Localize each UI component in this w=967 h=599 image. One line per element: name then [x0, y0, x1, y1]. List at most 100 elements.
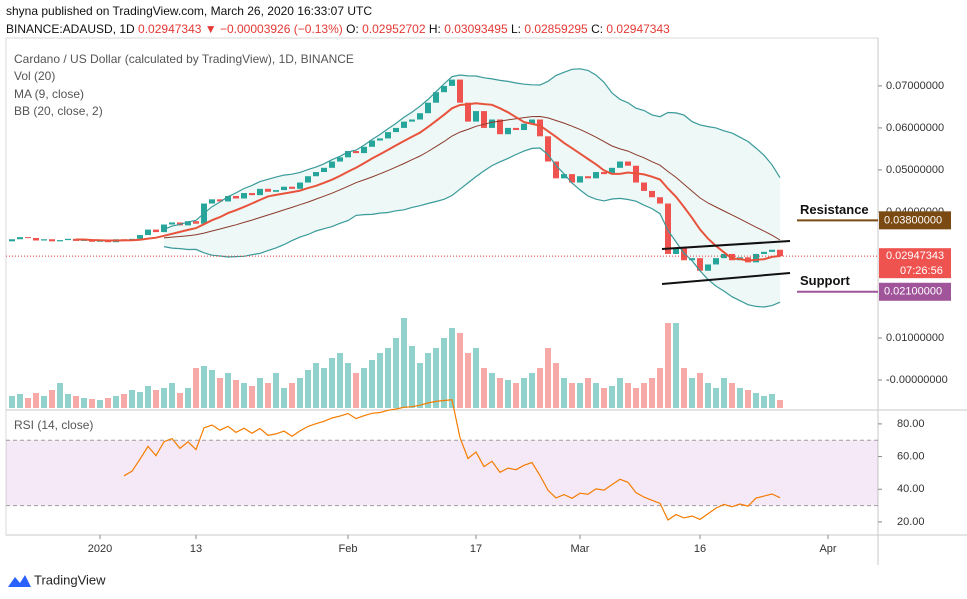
candle [41, 239, 47, 241]
countdown: 07:26:56 [900, 265, 943, 277]
candle [361, 146, 367, 154]
candle [465, 102, 471, 122]
volume-bar [601, 388, 607, 408]
volume-bar [57, 383, 63, 408]
volume-bar [641, 383, 647, 408]
x-tick-label: 13 [190, 543, 202, 555]
candle [641, 182, 647, 191]
volume-bar [769, 394, 775, 408]
candle [281, 186, 287, 191]
volume-bar [105, 398, 111, 408]
volume-bar [593, 383, 599, 408]
volume-bar [289, 383, 295, 408]
volume-bar [729, 383, 735, 408]
volume-bar [433, 348, 439, 408]
candle [433, 92, 439, 103]
volume-bar [97, 400, 103, 408]
candle [305, 176, 311, 183]
volume-bar [585, 378, 591, 408]
volume-bar [273, 373, 279, 408]
last-price-box [879, 248, 951, 279]
candle [297, 182, 303, 189]
candle [369, 140, 375, 147]
candle [217, 199, 223, 202]
candle [617, 161, 623, 168]
volume-bar [529, 373, 535, 408]
volume-bar [201, 366, 207, 408]
ohlc-value: 0.03093495 [444, 22, 508, 36]
logo: TradingView [8, 572, 106, 587]
ohlc-value: 0.02947343 [606, 22, 670, 36]
volume-bar [129, 390, 135, 408]
volume-bar [401, 318, 407, 408]
volume-bar [505, 380, 511, 408]
x-tick-label: 16 [694, 543, 706, 555]
volume-bar [625, 383, 631, 408]
candle [9, 239, 15, 242]
candle [409, 119, 415, 122]
volume-bar [89, 399, 95, 408]
rsi-tick-label: 40.00 [897, 483, 925, 495]
volume-bar [657, 368, 663, 408]
candle [425, 102, 431, 114]
candle [185, 221, 191, 226]
candle [593, 172, 599, 179]
volume-bar [697, 373, 703, 408]
candle [609, 167, 615, 175]
channel-line [661, 240, 791, 250]
candle [137, 235, 143, 239]
volume-bar [49, 390, 55, 408]
volume-bar [417, 363, 423, 408]
volume-bar [217, 378, 223, 408]
indicator-label: BB (20, close, 2) [14, 104, 103, 118]
volume-bar [241, 383, 247, 408]
x-tick-label: Mar [571, 543, 590, 555]
candle [209, 199, 215, 204]
volume-bar [353, 373, 359, 408]
candle [473, 111, 479, 122]
volume-bar [65, 394, 71, 408]
volume-bar [497, 378, 503, 408]
y-tick-label: 0.01000000 [886, 332, 944, 344]
rsi-tick-label: 60.00 [897, 450, 925, 462]
candle [673, 247, 679, 254]
candle [193, 221, 199, 224]
volume-bar [137, 392, 143, 408]
level-label: 0.03800000 [884, 214, 942, 226]
volume-bar [345, 363, 351, 408]
indicator-label: MA (9, close) [14, 87, 84, 101]
volume-bar [521, 378, 527, 408]
volume-bar [673, 323, 679, 408]
candle [169, 222, 175, 225]
candle [665, 203, 671, 254]
candle [513, 127, 519, 131]
candle [497, 119, 503, 135]
volume-bar [9, 396, 15, 408]
candle [233, 195, 239, 199]
volume-bar [449, 328, 455, 408]
brand: TradingView [34, 572, 106, 587]
volume-bar [249, 386, 255, 408]
axes: 0.070000000.060000000.050000000.04000000… [6, 80, 951, 555]
candle [481, 111, 487, 128]
ohlc-value: 0.02859295 [524, 22, 588, 36]
publisher: shyna published on TradingView.com, Marc… [6, 4, 372, 18]
last-price-label: 0.02947343 [886, 250, 944, 262]
volume-bar [665, 323, 671, 408]
volume-bar [457, 333, 463, 408]
bb-fill [164, 68, 780, 307]
candle [761, 251, 767, 254]
indicators [76, 68, 781, 521]
volume-bar [33, 393, 39, 408]
volume-bar [633, 388, 639, 408]
ohlc-key: O: [346, 22, 359, 36]
candle [241, 193, 247, 199]
level-box [879, 211, 951, 230]
candle [505, 127, 511, 135]
candle [625, 161, 631, 166]
candle [649, 190, 655, 198]
candle [393, 127, 399, 133]
level-name: Resistance [800, 202, 869, 217]
candle [689, 258, 695, 261]
candle [273, 190, 279, 192]
